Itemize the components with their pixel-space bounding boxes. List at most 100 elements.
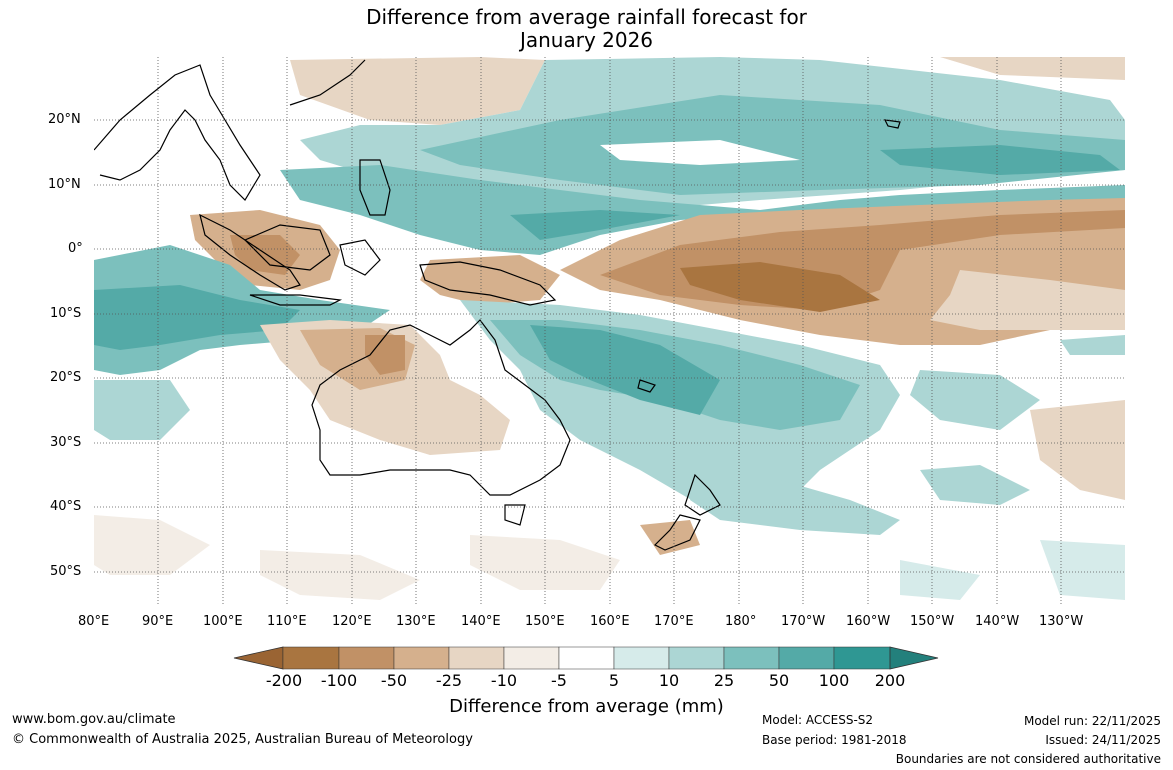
anomaly-slightly-dry-south (260, 550, 420, 600)
colorbar-tick: 10 (658, 671, 680, 690)
lon-label: 130°W (1039, 614, 1084, 629)
anomaly-wet-northeast-core (880, 145, 1120, 175)
anomaly-wet-north-inner (420, 95, 1125, 195)
lon-label: 140°W (975, 614, 1020, 629)
lon-label: 160°W (846, 614, 891, 629)
anomaly-wet-east (1060, 335, 1125, 355)
lat-label: 10°N (48, 177, 81, 192)
anomaly-wet-tasman (690, 470, 900, 535)
lon-label: 170°E (654, 614, 694, 629)
lon-label: 180° (725, 614, 757, 629)
anomaly-slightly-dry-south-central (470, 535, 620, 590)
map-title-line1: Difference from average rainfall forecas… (366, 5, 807, 29)
lon-label: 160°E (590, 614, 630, 629)
lon-label: 110°E (267, 614, 307, 629)
hawaii (883, 119, 901, 129)
colorbar-bin (668, 646, 725, 670)
lat-label: 0° (68, 241, 83, 256)
anomaly-slightly-dry-southwest (94, 515, 210, 575)
colorbar-bin (503, 646, 560, 670)
graticule (94, 57, 1125, 605)
anomaly-contours (94, 57, 1125, 600)
tasmania (504, 504, 526, 526)
anomaly-wet-equatorial (280, 165, 1125, 255)
anomaly-dry-nz (640, 520, 700, 555)
nz-south-island (653, 514, 701, 551)
anomaly-dry-pacific-core (680, 262, 880, 312)
anomaly-dry-southeast (1030, 400, 1125, 500)
colorbar (233, 646, 939, 670)
lat-label: 40°S (50, 499, 82, 514)
nz-north-island (684, 473, 721, 516)
colorbar-tick: 50 (768, 671, 790, 690)
java (249, 294, 343, 306)
anomaly-slightly-wet-south (900, 560, 980, 600)
colorbar-bin (338, 646, 395, 670)
colorbar-tick: 200 (874, 671, 906, 690)
colorbar-tick: -200 (265, 671, 303, 690)
colorbar-tick: 5 (608, 671, 620, 690)
anomaly-wet-indian-core (94, 285, 300, 350)
anomaly-wet-indian-south (94, 380, 190, 440)
lon-label: 150°E (525, 614, 565, 629)
lon-label: 90°E (142, 614, 174, 629)
coastlines (94, 59, 901, 551)
issued-text: Issued: 24/11/2025 (1045, 733, 1161, 747)
anomaly-wet-spcz-core (530, 325, 720, 415)
anomaly-dry-pacific-east (930, 270, 1125, 330)
colorbar-bin (448, 646, 505, 670)
anomaly-dry-png (420, 255, 560, 305)
colorbar-bin (778, 646, 835, 670)
colorbar-tick: -5 (551, 671, 567, 690)
colorbar-bin (723, 646, 780, 670)
anomaly-wet-equatorial-core (510, 210, 680, 240)
lat-label: 30°S (50, 435, 82, 450)
colorbar-arrow-right (889, 646, 939, 670)
lat-label: 20°S (50, 370, 82, 385)
colorbar-bin (558, 646, 615, 670)
colorbar-arrow-left (233, 646, 284, 670)
borneo (243, 224, 331, 271)
lat-label: 20°N (48, 112, 81, 127)
colorbar-tick: 25 (713, 671, 735, 690)
lon-label: 150°W (910, 614, 955, 629)
colorbar-bin (282, 646, 340, 670)
colorbar-tick: 100 (818, 671, 850, 690)
anomaly-wet-south-pacific (920, 465, 1030, 505)
colorbar-bin (393, 646, 450, 670)
philippines (359, 159, 391, 216)
anomaly-dry-australia-core (365, 335, 405, 375)
new-guinea (419, 261, 557, 306)
asia-coast (94, 64, 261, 201)
sulawesi (339, 239, 381, 276)
base-period-text: Base period: 1981-2018 (762, 733, 907, 747)
anomaly-wet-southeast (910, 370, 1040, 430)
colorbar-tick: -25 (435, 671, 463, 690)
lon-label: 170°W (781, 614, 826, 629)
lon-label: 130°E (396, 614, 436, 629)
australia (311, 319, 571, 496)
colorbar-bin (613, 646, 670, 670)
colorbar-title: Difference from average (mm) (449, 696, 724, 717)
lat-label: 10°S (50, 306, 82, 321)
colorbar-tick: -50 (380, 671, 408, 690)
lon-label: 80°E (78, 614, 110, 629)
lon-label: 120°E (332, 614, 372, 629)
lon-label: 100°E (203, 614, 243, 629)
china-coast (289, 59, 366, 106)
lon-label: 140°E (461, 614, 501, 629)
model-text: Model: ACCESS-S2 (762, 713, 874, 727)
website-text: www.bom.gov.au/climate (12, 712, 176, 727)
colorbar-bin (833, 646, 891, 670)
disclaimer-text: Boundaries are not considered authoritat… (895, 752, 1161, 766)
copyright-text: © Commonwealth of Australia 2025, Austra… (12, 732, 473, 747)
colorbar-tick: -10 (490, 671, 518, 690)
map-title-line2: January 2026 (519, 28, 654, 52)
new-caledonia (637, 379, 656, 393)
model-run-text: Model run: 22/11/2025 (1023, 714, 1161, 728)
colorbar-tick: -100 (320, 671, 358, 690)
anomaly-dry-northeast (940, 57, 1125, 80)
anomaly-neutral-north (600, 140, 800, 165)
lat-label: 50°S (50, 564, 82, 579)
